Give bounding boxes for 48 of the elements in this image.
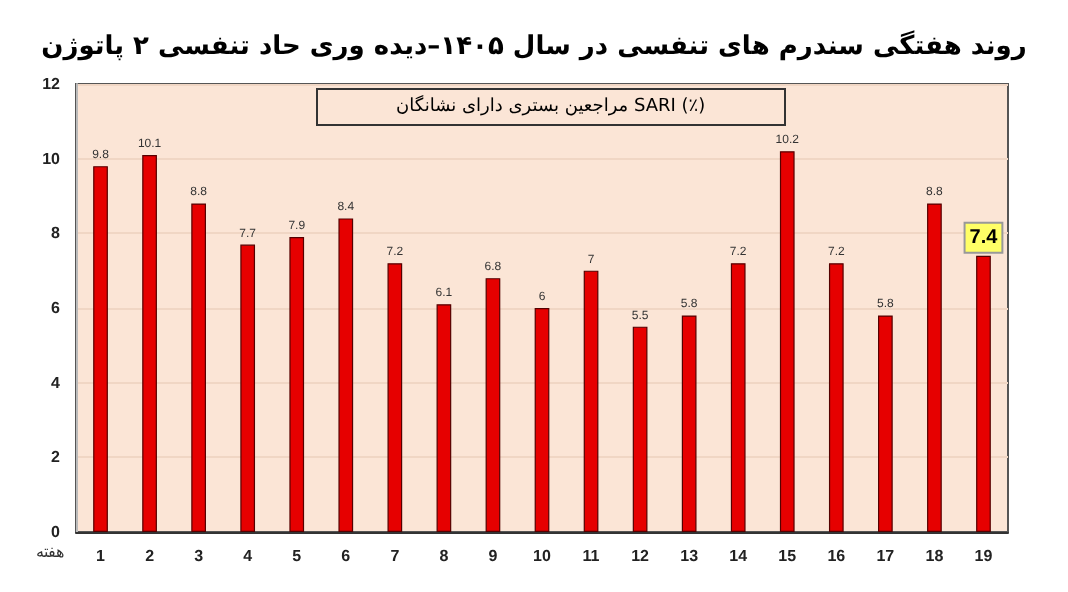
y-tick-label: 4	[51, 373, 62, 392]
x-tick-label: 4	[243, 547, 254, 565]
text: مراجعین بستری دارای نشانگان SARI (٪)	[396, 93, 706, 117]
x-tick-label: 15	[778, 547, 798, 565]
x-tick-label: 18	[925, 547, 945, 565]
x-tick-label: 11	[582, 547, 601, 565]
bar	[93, 166, 108, 532]
y-tick-label: 10	[42, 149, 62, 168]
x-tick-label: 10	[533, 547, 552, 565]
x-tick-label: 1	[96, 547, 107, 565]
bar	[632, 326, 648, 532]
x-tick-label: 14	[729, 547, 749, 565]
x-tick-label: 17	[876, 547, 896, 565]
data-label: 7.4	[969, 226, 999, 249]
y-tick-label: 6	[51, 299, 62, 317]
bar	[828, 263, 844, 532]
x-tick-label: 7	[390, 547, 401, 565]
bar	[485, 278, 501, 532]
bar	[142, 154, 157, 532]
bar	[878, 315, 893, 532]
bar	[681, 315, 697, 532]
x-axis-title: هفته	[36, 543, 64, 561]
y-tick-label: 2	[51, 448, 62, 467]
y-tick-label: 8	[51, 224, 62, 243]
bar	[436, 304, 452, 532]
x-tick-label: 5	[292, 547, 303, 565]
bar	[240, 244, 256, 532]
bar	[191, 203, 206, 532]
x-tick-label: 16	[827, 547, 847, 565]
y-tick-label: 0	[51, 523, 62, 541]
x-tick-label: 3	[194, 547, 205, 565]
x-tick-label: 2	[145, 547, 156, 565]
x-tick-label: 8	[439, 547, 450, 565]
x-tick-label: 6	[341, 547, 352, 565]
bar	[338, 218, 354, 532]
x-tick-label: 12	[631, 547, 651, 565]
y-tick-label: 12	[42, 75, 62, 93]
bar	[534, 308, 550, 532]
bar	[583, 270, 599, 532]
x-tick-label: 9	[488, 547, 499, 565]
bar	[387, 263, 403, 532]
bar	[779, 151, 795, 532]
bar	[289, 237, 305, 532]
bar	[927, 203, 942, 532]
bar	[730, 263, 746, 532]
chart-title: روند هفتگی سندرم های تنفسی در سال ۱۴۰۵–دیده وری حاد تنفسی ۲ پاتوژن	[41, 30, 1027, 62]
x-tick-label: 19	[974, 547, 994, 565]
x-tick-label: 13	[680, 547, 700, 565]
